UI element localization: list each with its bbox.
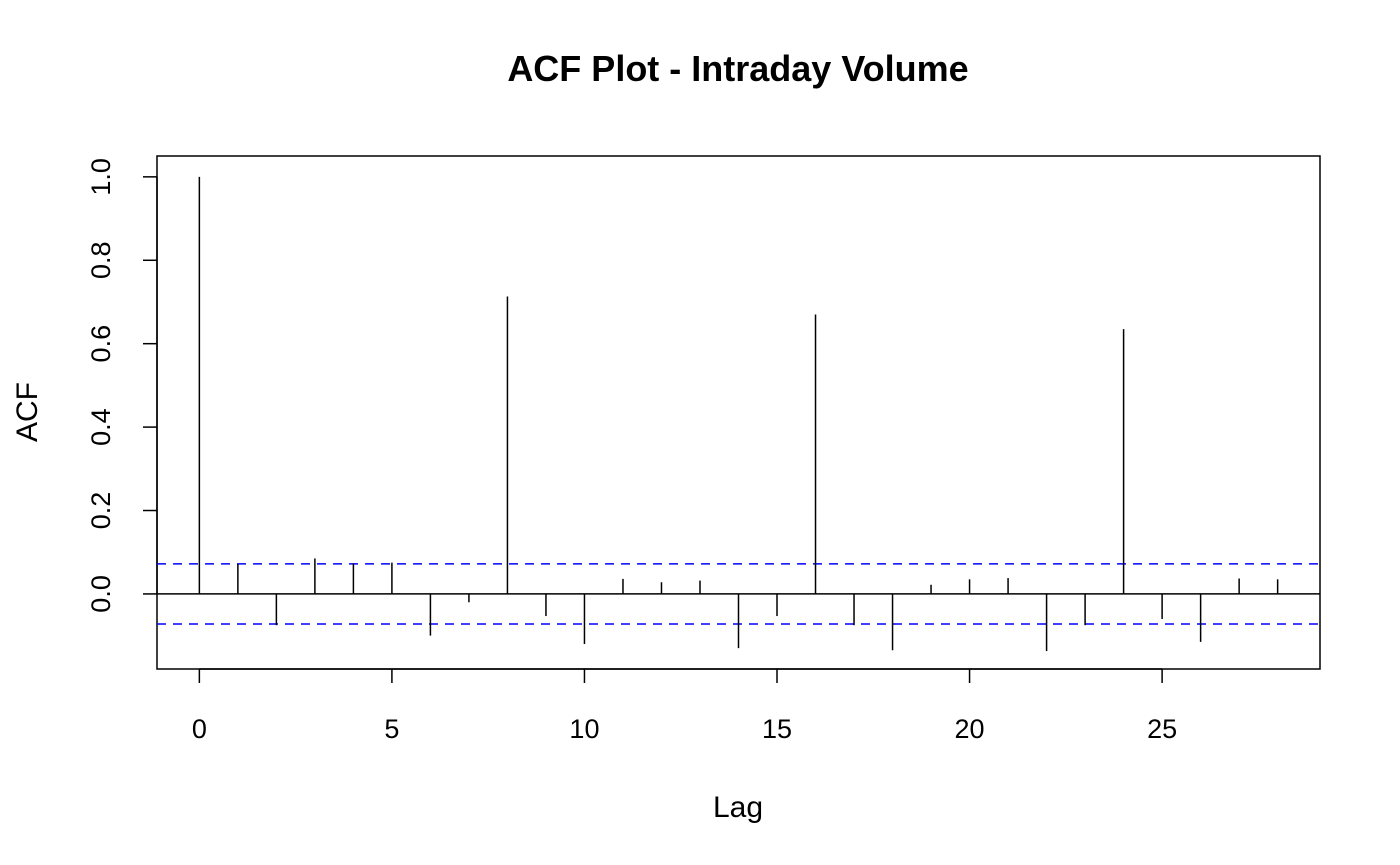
y-tick-label: 0.6	[86, 325, 116, 363]
y-tick-label: 0.2	[86, 492, 116, 530]
x-tick-label: 10	[569, 714, 599, 744]
x-tick-label: 0	[192, 714, 207, 744]
y-axis-label: ACF	[11, 382, 44, 442]
acf-spikes	[198, 176, 1279, 652]
x-tick-label: 5	[384, 714, 399, 744]
x-axis-label: Lag	[713, 791, 763, 824]
x-tick-label: 20	[955, 714, 985, 744]
x-tick-label: 25	[1147, 714, 1177, 744]
x-tick-label: 15	[762, 714, 792, 744]
y-tick-label: 0.0	[86, 575, 116, 613]
y-axis: 0.0 0.2 0.4 0.6 0.8 1.0	[86, 158, 158, 613]
chart-title: ACF Plot - Intraday Volume	[507, 48, 968, 89]
y-tick-label: 0.4	[86, 408, 116, 446]
y-tick-label: 1.0	[86, 158, 116, 196]
plot-frame	[156, 155, 1321, 670]
x-axis: 0 5 10 15 20 25	[192, 668, 1177, 744]
y-tick-label: 0.8	[86, 241, 116, 279]
